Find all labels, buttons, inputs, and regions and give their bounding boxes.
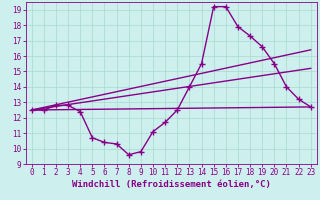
X-axis label: Windchill (Refroidissement éolien,°C): Windchill (Refroidissement éolien,°C) <box>72 180 271 189</box>
